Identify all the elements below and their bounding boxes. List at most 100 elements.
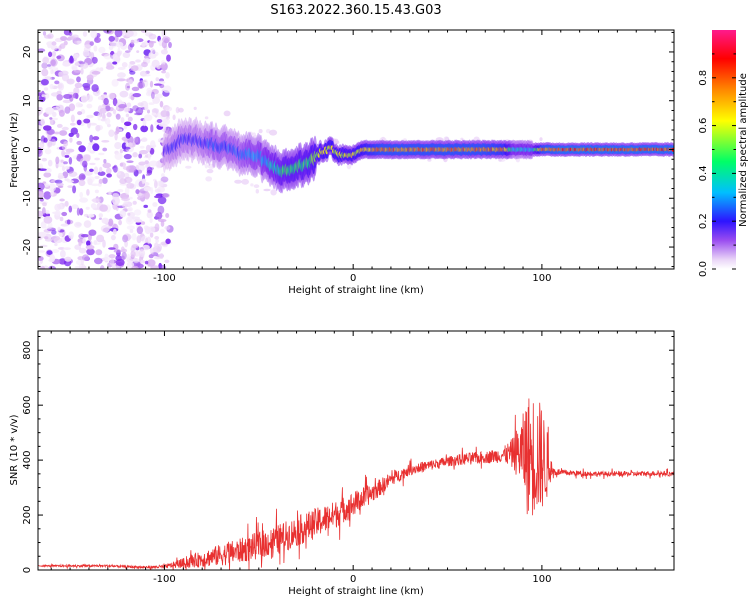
spectrogram-noise-blob: [122, 52, 131, 58]
spectrogram-noise-blob: [64, 151, 71, 155]
spectrogram-noise-blob: [42, 207, 46, 215]
spectrogram-noise-blob: [101, 217, 109, 224]
spectrogram-noise-blob: [143, 187, 152, 192]
spectrogram-noise-blob: [61, 145, 67, 150]
spectrogram-noise-blob: [129, 229, 134, 233]
spectrogram-noise-blob: [87, 144, 92, 152]
spectrogram-noise-blob: [91, 70, 101, 75]
spectrogram-noise-blob: [133, 219, 143, 223]
spectrogram-noise-blob: [86, 74, 94, 81]
colorbar: 0.0 0.2 0.4 0.6 0.8 Normalized spectral ampl…: [698, 30, 749, 277]
spectrogram-noise-blob: [58, 232, 63, 237]
spectrogram-noise-blob: [120, 246, 125, 253]
spectrogram-noise-blob: [147, 209, 152, 213]
snr-y-tick-label: 600: [22, 396, 33, 415]
spectrogram-noise-blob: [131, 86, 140, 92]
spectrogram-noise-blob: [131, 244, 139, 249]
spectrogram-noise-blob: [132, 258, 140, 263]
spectrogram-noise-blob: [77, 111, 83, 116]
spectrogram-noise-blob: [76, 119, 82, 126]
spectrogram-noise-blob: [118, 104, 127, 109]
spectrogram-noise-blob: [38, 147, 42, 155]
spectrogram-noise-blob: [102, 147, 108, 152]
spectrogram-noise-blob: [125, 113, 130, 118]
spectrogram-noise-blob: [204, 116, 209, 120]
spectrogram-noise-blob: [59, 216, 64, 222]
spectrogram-noise-blob: [74, 40, 78, 44]
colorbar-tick-label: 0.4: [698, 165, 709, 181]
spectrogram-noise-blob: [125, 82, 131, 91]
spectrogram-noise-blob: [87, 51, 94, 58]
spectrogram-noise-blob: [119, 148, 123, 154]
spectrogram-noise-blob: [101, 140, 110, 143]
spectrogram-noise-blob: [130, 65, 139, 72]
spectrogram-noise-blob: [144, 260, 149, 265]
spectrogram-noise-blob: [63, 161, 68, 165]
spectrogram-noise-blob: [162, 118, 170, 125]
spectrogram-noise-blob: [43, 92, 50, 99]
spectrogram-noise-blob: [159, 100, 164, 108]
snr-y-tick-label: 800: [22, 341, 33, 360]
colorbar-label: Normalized spectral amplitude: [738, 73, 749, 227]
spectrogram-noise-blob: [54, 80, 60, 85]
spectrogram-y-tick-label: -10: [22, 190, 33, 206]
spectrogram-noise-blob: [138, 161, 146, 166]
spectrogram-noise-blob: [148, 40, 154, 48]
spectrogram-noise-blob: [89, 162, 96, 166]
spectrogram-noise-blob: [129, 70, 136, 75]
spectrogram-noise-blob: [108, 218, 114, 227]
spectrogram-noise-blob: [67, 180, 74, 183]
spectrogram-noise-blob: [149, 217, 153, 224]
spectrogram-noise-blob: [141, 61, 148, 68]
spectrogram-noise-blob: [130, 250, 136, 258]
spectrogram-noise-blob: [74, 221, 82, 228]
spectrogram-noise-blob: [58, 71, 64, 77]
spectrogram-noise-blob: [94, 37, 101, 43]
spectrogram-noise-blob: [44, 226, 52, 230]
spectrogram-noise-blob: [90, 30, 98, 39]
spectrogram-noise-blob: [163, 37, 170, 44]
spectrogram-noise-blob: [56, 182, 64, 187]
spectrogram-noise-blob: [137, 102, 144, 107]
spectrogram-noise-blob: [78, 145, 86, 153]
spectrogram-noise-blob: [67, 185, 74, 189]
spectrogram-noise-blob: [150, 124, 154, 133]
spectrogram-noise-blob: [79, 208, 84, 216]
spectrogram-noise-blob: [78, 175, 83, 181]
spectrogram-noise-blob: [127, 206, 133, 212]
spectrogram-noise-blob: [87, 213, 95, 218]
spectrogram-noise-blob: [40, 118, 45, 126]
spectrogram-noise-blob: [57, 175, 65, 179]
spectrogram-ylabel: Frequency (Hz): [9, 112, 20, 188]
spectrogram-noise-blob: [141, 178, 146, 185]
spectrogram-noise-blob: [134, 112, 143, 116]
spectrogram-noise-blob: [54, 210, 61, 216]
spectrogram-noise-blob: [158, 180, 164, 187]
spectrogram-noise-blob: [78, 179, 86, 187]
spectrogram-noise-blob: [139, 80, 147, 83]
spectrogram-noise-blob: [152, 96, 161, 104]
spectrogram-noise-blob: [50, 187, 54, 196]
spectrogram-noise-blob: [159, 228, 165, 234]
spectrogram-noise-blob: [58, 45, 62, 52]
spectrogram-noise-blob: [38, 191, 45, 198]
spectrogram-noise-blob: [133, 137, 139, 144]
spectrogram-noise-blob: [58, 109, 65, 117]
spectrogram-noise-blob: [124, 146, 131, 150]
spectrogram-noise-blob: [115, 113, 121, 120]
spectrogram-noise-blob: [269, 129, 278, 136]
spectrogram-noise-blob: [263, 188, 271, 192]
spectrogram-noise-blob: [152, 202, 158, 207]
spectrogram-noise-blob: [68, 231, 75, 239]
spectrogram-noise-blob: [56, 94, 63, 101]
spectrogram-noise-blob: [64, 154, 70, 158]
spectrogram-noise-blob: [95, 124, 101, 132]
spectrogram-noise-blob: [154, 188, 161, 193]
colorbar-gradient: [712, 30, 736, 269]
spectrogram-noise-blob: [427, 158, 432, 162]
spectrogram-noise-blob: [49, 117, 53, 120]
spectrogram-noise-blob: [43, 172, 52, 178]
spectrogram-noise-blob: [64, 165, 70, 170]
spectrogram-noise-blob: [102, 177, 108, 184]
spectrogram-noise-blob: [51, 51, 57, 57]
